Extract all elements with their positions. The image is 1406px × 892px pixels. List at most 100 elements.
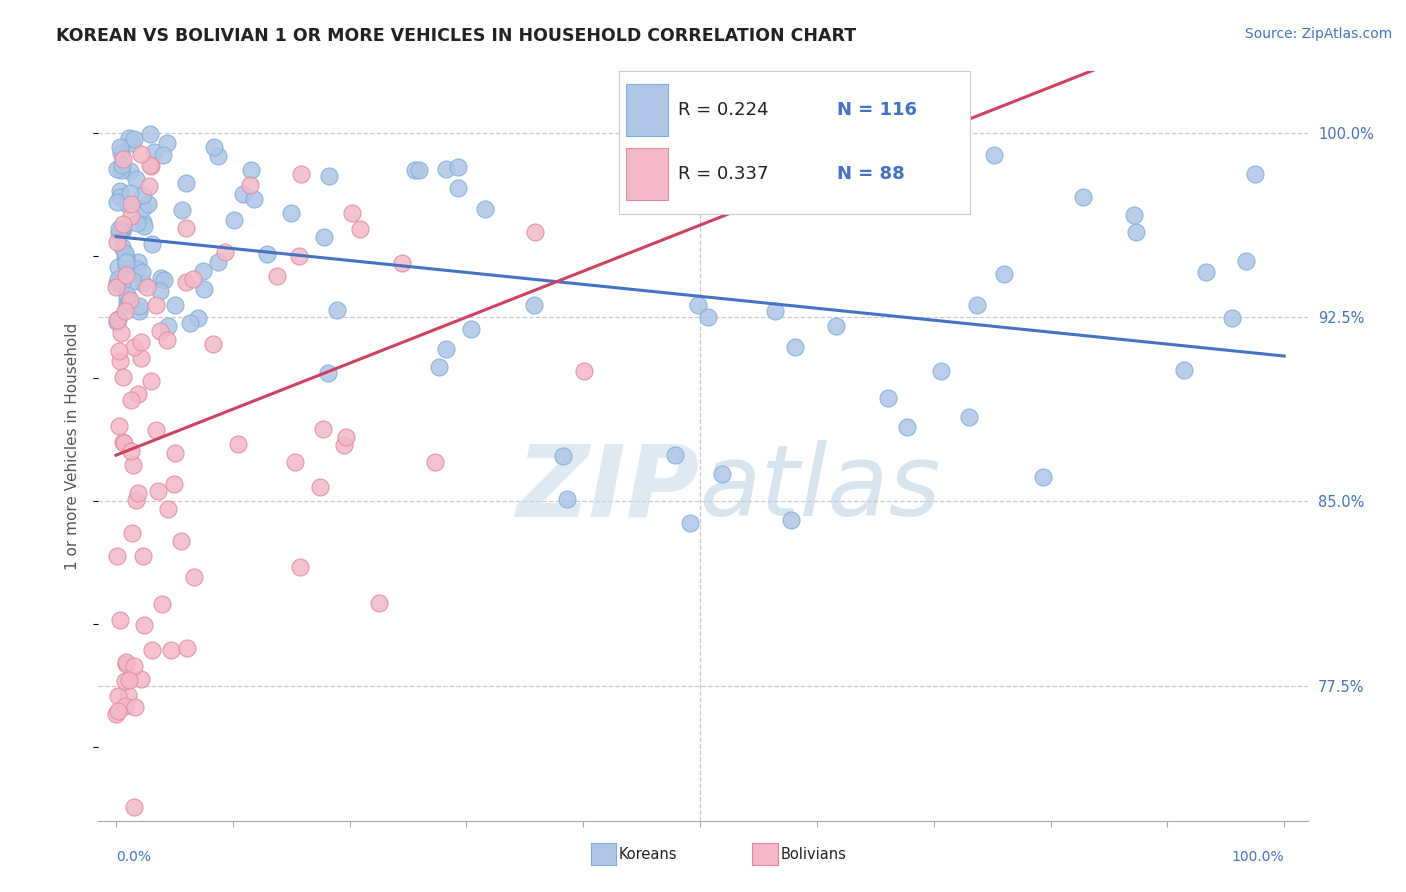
Point [111, 224, 134, 238]
Point [125, 493, 148, 508]
Point [783, 340, 806, 354]
Point [349, 222, 371, 236]
Point [115, 251, 138, 265]
Point [132, 219, 155, 234]
Point [156, 333, 179, 347]
Point [763, 303, 786, 318]
FancyBboxPatch shape [626, 148, 668, 200]
Point [318, 169, 340, 183]
Point [207, 255, 229, 269]
Point [460, 321, 482, 335]
Text: N = 88: N = 88 [837, 165, 904, 183]
Point [284, 455, 307, 469]
Point [447, 161, 470, 175]
Text: atlas: atlas [700, 441, 942, 538]
Point [231, 187, 253, 202]
Point [114, 246, 136, 260]
Point [174, 220, 197, 235]
Point [105, 195, 128, 210]
Point [122, 458, 145, 473]
Point [115, 293, 138, 308]
Point [136, 196, 159, 211]
Point [312, 421, 335, 435]
Y-axis label: 1 or more Vehicles in Household: 1 or more Vehicles in Household [65, 322, 80, 570]
Point [145, 423, 167, 437]
Point [107, 344, 129, 359]
Point [122, 800, 145, 814]
Point [114, 699, 136, 714]
Point [110, 223, 132, 237]
Point [710, 467, 733, 481]
Point [122, 340, 145, 354]
Point [572, 364, 595, 378]
Point [896, 420, 918, 434]
Point [316, 367, 339, 381]
Point [114, 673, 136, 688]
Point [128, 299, 150, 313]
Point [110, 163, 132, 178]
Point [824, 319, 846, 334]
Point [121, 526, 143, 541]
Point [127, 216, 149, 230]
Point [110, 140, 132, 154]
Point [115, 197, 138, 211]
Point [160, 643, 183, 657]
Point [447, 181, 470, 195]
Point [111, 152, 134, 166]
Point [391, 256, 413, 270]
Point [139, 159, 162, 173]
Point [367, 596, 389, 610]
Point [408, 162, 430, 177]
Point [107, 705, 129, 719]
Point [121, 136, 143, 151]
Point [240, 163, 263, 178]
Point [179, 316, 201, 330]
Point [110, 146, 132, 161]
Point [105, 706, 128, 721]
Point [120, 444, 142, 458]
Point [153, 273, 176, 287]
Point [163, 298, 186, 312]
Point [111, 278, 134, 293]
Point [127, 255, 149, 269]
Point [118, 294, 141, 309]
Point [125, 262, 148, 277]
Point [128, 303, 150, 318]
Point [148, 483, 170, 498]
Point [112, 369, 135, 384]
Point [120, 186, 142, 200]
Point [156, 502, 179, 516]
Point [117, 287, 139, 301]
Point [617, 186, 640, 200]
Point [107, 312, 129, 326]
Point [105, 549, 128, 563]
Point [474, 202, 496, 216]
Point [105, 276, 128, 290]
Point [141, 236, 163, 251]
Point [333, 438, 356, 452]
Point [117, 688, 139, 702]
Text: R = 0.224: R = 0.224 [678, 101, 769, 119]
Point [127, 486, 149, 500]
Text: R = 0.337: R = 0.337 [678, 165, 769, 183]
Point [183, 570, 205, 584]
Point [120, 293, 142, 307]
Point [169, 534, 191, 549]
Point [108, 354, 131, 368]
Point [176, 640, 198, 655]
Point [105, 312, 128, 326]
Point [127, 387, 149, 401]
Point [148, 284, 170, 298]
Point [679, 516, 702, 531]
Point [134, 617, 156, 632]
Point [280, 206, 302, 220]
Point [929, 364, 952, 378]
Point [201, 337, 224, 351]
Point [555, 491, 578, 506]
Point [149, 324, 172, 338]
Point [176, 275, 198, 289]
Point [111, 158, 134, 172]
Point [111, 240, 134, 254]
Point [118, 673, 141, 687]
Point [138, 127, 160, 141]
